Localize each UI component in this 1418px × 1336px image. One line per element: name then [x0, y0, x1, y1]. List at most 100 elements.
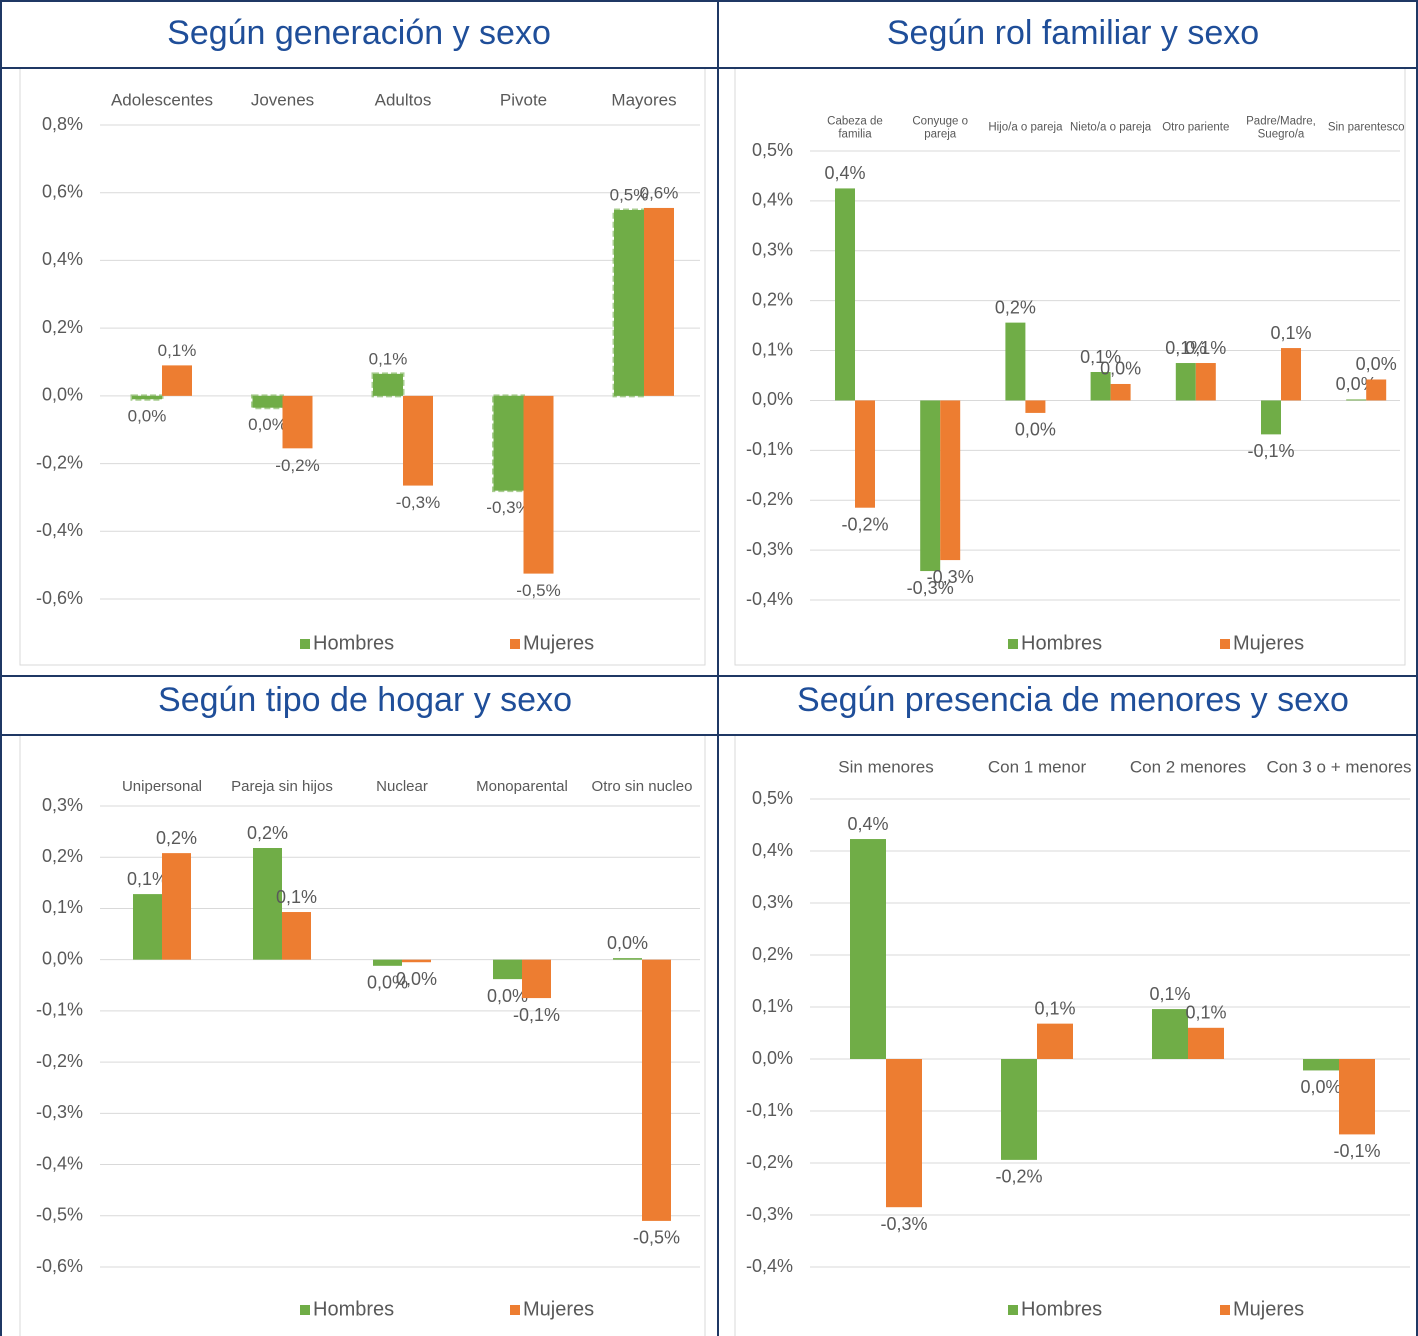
data-label: 0,1% — [1149, 984, 1190, 1004]
y-tick-label: -0,2% — [746, 1152, 793, 1172]
y-tick-label: 0,0% — [42, 948, 83, 968]
data-label: -0,1% — [513, 1005, 560, 1025]
x-tick-label: Pareja sin hijos — [231, 777, 333, 795]
data-label: -0,1% — [1247, 441, 1294, 461]
bar — [855, 400, 875, 508]
x-tick-label: Con 3 o + menores — [1266, 757, 1412, 777]
data-label: 0,1% — [158, 341, 197, 360]
data-label: 0,0% — [1356, 354, 1397, 374]
legend-label: Hombres — [1021, 1298, 1102, 1320]
x-tick-label: Nuclear — [376, 777, 428, 795]
data-label: 0,1% — [1185, 1003, 1226, 1023]
legend-swatch — [510, 639, 520, 649]
data-label: -0,3% — [396, 493, 440, 512]
legend-swatch — [1008, 1305, 1018, 1315]
bar — [1005, 322, 1026, 401]
x-tick-label: Cabeza de familia — [827, 115, 883, 140]
legend-swatch — [300, 1305, 310, 1315]
y-tick-label: 0,0% — [752, 1048, 793, 1068]
y-tick-label: 0,1% — [752, 996, 793, 1016]
y-tick-label: 0,6% — [42, 181, 83, 201]
bar — [850, 839, 886, 1059]
bar — [1188, 1027, 1224, 1059]
bar — [523, 395, 554, 574]
y-tick-label: -0,3% — [36, 1102, 83, 1122]
bar — [612, 208, 646, 398]
legend-label: Mujeres — [1233, 632, 1304, 654]
bar — [373, 959, 402, 966]
x-tick-label: Adolescentes — [110, 90, 214, 110]
bar — [1339, 1059, 1375, 1135]
x-tick-label: Sin parentesco — [1327, 121, 1405, 134]
bar — [403, 395, 433, 486]
y-tick-label: -0,6% — [36, 588, 83, 608]
y-tick-label: -0,2% — [36, 452, 83, 472]
data-label: -0,2% — [841, 514, 888, 534]
bar — [253, 848, 282, 960]
bar — [1110, 383, 1131, 401]
legend-label: Hombres — [313, 1298, 394, 1320]
data-label: 0,5% — [610, 185, 649, 204]
bar — [402, 959, 431, 963]
y-tick-label: 0,2% — [752, 944, 793, 964]
bar — [492, 394, 525, 493]
bar — [133, 894, 162, 960]
y-tick-label: -0,4% — [746, 1256, 793, 1276]
y-tick-label: 0,2% — [42, 317, 83, 337]
bar — [1195, 363, 1216, 401]
bar — [130, 394, 164, 401]
bar — [1366, 379, 1387, 401]
data-label: 0,0% — [248, 415, 287, 434]
bar — [613, 958, 642, 960]
legend-label: Mujeres — [523, 632, 594, 654]
y-tick-label: 0,3% — [752, 240, 793, 260]
data-label: 0,1% — [1165, 338, 1206, 358]
x-tick-label: Conyuge o pareja — [912, 115, 968, 140]
plot-frame — [734, 734, 1418, 1336]
plot-frame — [19, 67, 706, 666]
y-tick-label: 0,3% — [42, 795, 83, 815]
y-tick-label: -0,4% — [36, 520, 83, 540]
plot-frame — [19, 734, 706, 1336]
data-label: 0,1% — [127, 869, 168, 889]
bar — [1261, 400, 1281, 435]
data-label: 0,2% — [995, 297, 1036, 317]
bar — [1090, 372, 1111, 401]
y-tick-label: 0,5% — [752, 788, 793, 808]
y-tick-label: 0,1% — [42, 897, 83, 917]
data-label: 0,0% — [1100, 359, 1141, 379]
y-tick-label: -0,4% — [746, 589, 793, 609]
y-tick-label: 0,4% — [752, 190, 793, 210]
bar — [920, 400, 941, 572]
y-tick-label: 0,1% — [752, 339, 793, 359]
x-tick-label: Pivote — [499, 90, 548, 110]
x-tick-label: Padre/Madre, Suegro/a — [1246, 115, 1316, 140]
legend-label: Mujeres — [523, 1298, 594, 1320]
bar — [162, 365, 192, 396]
data-label: -0,2% — [995, 1167, 1042, 1187]
data-label: 0,0% — [1300, 1077, 1341, 1097]
data-label: -0,5% — [516, 581, 560, 600]
bar — [251, 394, 284, 410]
chart-title: Según tipo de hogar y sexo — [158, 681, 572, 719]
chart-title: Según generación y sexo — [167, 14, 551, 52]
y-tick-label: 0,4% — [42, 249, 83, 269]
bar — [282, 912, 311, 960]
data-label: 0,0% — [367, 973, 408, 993]
bar — [282, 395, 313, 449]
y-tick-label: 0,4% — [752, 840, 793, 860]
y-tick-label: 0,2% — [752, 289, 793, 309]
y-tick-label: 0,3% — [752, 892, 793, 912]
y-tick-label: -0,5% — [36, 1205, 83, 1225]
data-label: 0,0% — [396, 969, 437, 989]
data-label: 0,1% — [1034, 998, 1075, 1018]
x-tick-label: Unipersonal — [121, 777, 203, 795]
y-tick-label: -0,3% — [746, 1204, 793, 1224]
data-label: 0,2% — [156, 828, 197, 848]
bar — [371, 372, 405, 398]
bar — [886, 1059, 922, 1208]
legend-label: Mujeres — [1233, 1298, 1304, 1320]
legend-label: Hombres — [313, 632, 394, 654]
